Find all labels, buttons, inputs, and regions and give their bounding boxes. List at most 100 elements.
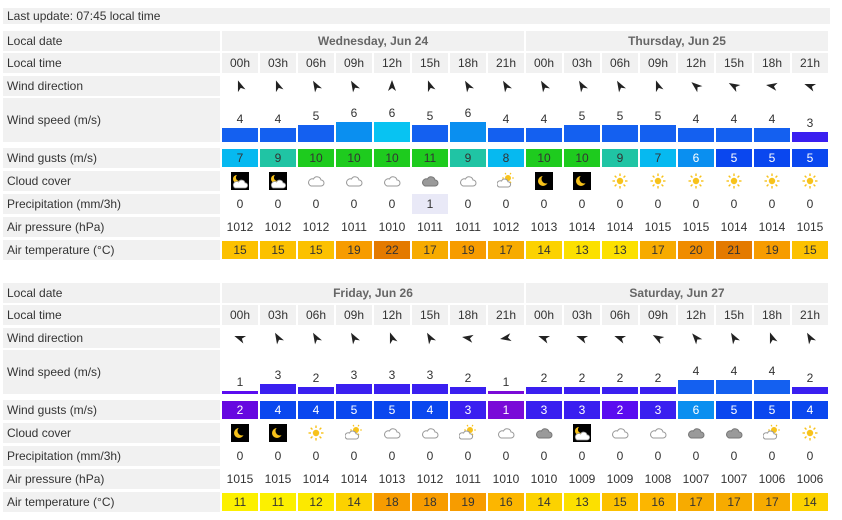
wind-direction-cell: [488, 328, 524, 348]
wind-gust-cell: 10: [374, 149, 410, 167]
row-label: Local date: [3, 283, 220, 303]
wind-direction-cell: [678, 76, 714, 96]
air-temperature-cell: 18: [412, 493, 448, 511]
precipitation-cell: 0: [654, 197, 662, 211]
wind-speed-value: 6: [388, 106, 396, 120]
wind-direction-cell: [260, 76, 296, 96]
air-temperature-cell: 19: [450, 493, 486, 511]
cloud-svg: [384, 176, 401, 187]
hour-cell: 12h: [374, 53, 410, 73]
wind-speed-value: 3: [274, 368, 282, 382]
precipitation-cell: 0: [312, 449, 320, 463]
wind-gust-cell: 7: [222, 149, 258, 167]
hour-cell: 00h: [222, 305, 258, 325]
sun-svg: [802, 425, 818, 441]
day-title: Thursday, Jun 25: [526, 31, 828, 51]
cloud-cover-cell: [602, 171, 638, 191]
air-pressure-cell: 1009: [568, 472, 596, 486]
cloud-icon: [307, 172, 325, 190]
air-pressure-cell: 1012: [416, 472, 444, 486]
air-temperature-cell: 16: [488, 493, 524, 511]
wind-speed-bar: [336, 122, 372, 142]
cloud-cover-cell: [754, 171, 790, 191]
air-temperature-cell: 19: [754, 241, 790, 259]
wind-speed-bar: [336, 384, 372, 394]
night-partly-cloudy-svg: [231, 172, 249, 190]
wind-direction-cell: [564, 76, 600, 96]
row-label: Local time: [3, 53, 220, 73]
wind-direction-cell: [298, 328, 334, 348]
dark-cloud-svg: [536, 428, 553, 439]
wind-arrow-icon: [576, 335, 589, 344]
hour-cell: 18h: [450, 305, 486, 325]
row-label: Wind gusts (m/s): [3, 148, 220, 168]
cloud-cover-cell: [488, 171, 524, 191]
wind-speed-bar: [792, 132, 828, 142]
wind-speed-cell: 5: [564, 98, 600, 142]
air-temperature-cell: 13: [564, 241, 600, 259]
wind-speed-bar: [754, 380, 790, 394]
wind-arrow-icon: [691, 82, 703, 93]
wind-gust-cell: 5: [716, 401, 752, 419]
wind-arrow-icon: [351, 80, 360, 93]
night-clear-svg: [535, 172, 553, 190]
wind-speed-bar: [298, 387, 334, 394]
wind-arrow-icon: [351, 332, 360, 345]
air-pressure-cell: 1007: [682, 472, 710, 486]
wind-direction-cell: [374, 328, 410, 348]
cloud-svg: [460, 176, 477, 187]
precipitation-cell: 0: [350, 449, 358, 463]
cloud-cover-cell: [526, 423, 562, 443]
wind-gust-cell: 6: [678, 401, 714, 419]
row-wind-gusts: Wind gusts (m/s) 7 9 10 10 10 11 9 8 10 10 9 7 6 5 5 5: [3, 148, 830, 168]
hour-cell: 18h: [754, 305, 790, 325]
row-label: Wind direction: [3, 328, 220, 348]
sun-icon: [687, 172, 705, 190]
wind-speed-value: 2: [654, 371, 662, 385]
wind-arrow-icon: [465, 80, 474, 93]
precipitation-cell: 0: [464, 197, 472, 211]
wind-direction-cell: [640, 328, 676, 348]
precipitation-cell: 0: [274, 197, 282, 211]
wind-direction-cell: [488, 76, 524, 96]
row-label: Precipitation (mm/3h): [3, 194, 220, 214]
wind-speed-bar: [450, 387, 486, 394]
wind-arrow-icon: [275, 332, 284, 345]
precipitation-cell: 0: [578, 449, 586, 463]
wind-speed-bar: [526, 387, 562, 394]
sun-svg: [726, 173, 742, 189]
wind-speed-cell: 4: [260, 98, 296, 142]
wind-speed-cell: 5: [602, 98, 638, 142]
wind-speed-value: 3: [806, 116, 814, 130]
air-pressure-cell: 1014: [758, 220, 786, 234]
sun-svg: [688, 173, 704, 189]
wind-speed-value: 5: [426, 109, 434, 123]
wind-speed-value: 1: [236, 375, 244, 389]
wind-direction-cell: [450, 328, 486, 348]
hour-cell: 03h: [564, 305, 600, 325]
air-pressure-cell: 1015: [796, 220, 824, 234]
cloud-cover-cell: [602, 423, 638, 443]
air-temperature-cell: 17: [716, 493, 752, 511]
wind-arrow-icon: [692, 333, 703, 345]
dark-cloud-svg: [688, 428, 705, 439]
wind-speed-cell: 1: [488, 350, 524, 394]
cloud-cover-cell: [298, 423, 334, 443]
sun-cloud-svg: [458, 424, 476, 440]
wind-gust-cell: 5: [336, 401, 372, 419]
cloud-svg: [498, 428, 515, 439]
cloud-icon: [459, 172, 477, 190]
precipitation-cell: 0: [806, 197, 814, 211]
night-clear-icon: [231, 424, 249, 442]
day-title: Friday, Jun 26: [222, 283, 524, 303]
hour-cell: 09h: [640, 305, 676, 325]
wind-speed-value: 2: [464, 371, 472, 385]
cloud-svg: [422, 428, 439, 439]
wind-direction-cell: [450, 76, 486, 96]
wind-gust-cell: 5: [754, 401, 790, 419]
wind-gust-cell: 2: [222, 401, 258, 419]
air-temperature-cell: 15: [792, 241, 828, 259]
hour-cell: 09h: [336, 53, 372, 73]
hour-cell: 18h: [450, 53, 486, 73]
night-clear-svg: [269, 424, 287, 442]
